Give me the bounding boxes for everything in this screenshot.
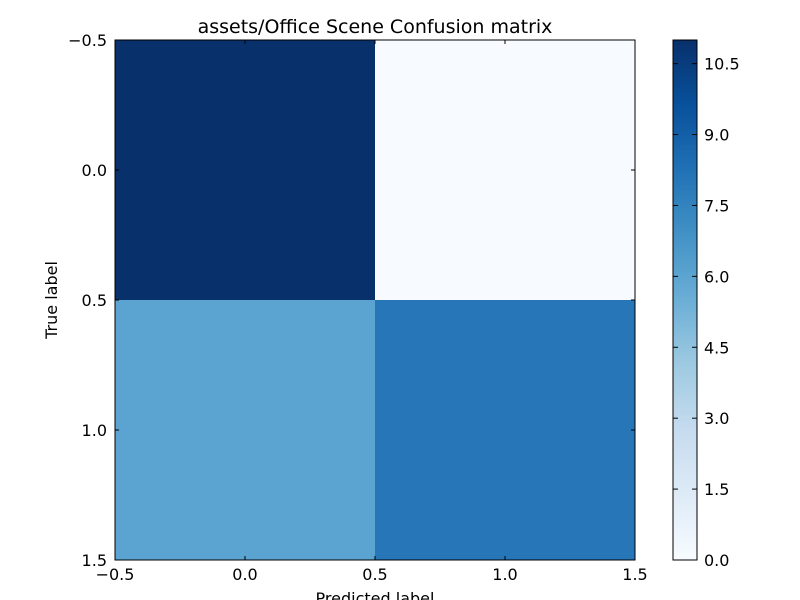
heatmap-cell-0-0	[115, 40, 375, 300]
colorbar-tick-label: 6.0	[704, 267, 729, 286]
colorbar-tick-label: 4.5	[704, 338, 729, 357]
axis-ticks: −0.5 0.0 0.5 1.0 1.5−0.50.00.51.01.5	[68, 31, 648, 584]
colorbar-tick-label: 9.0	[704, 126, 729, 145]
x-axis-label: Predicted label	[316, 589, 435, 600]
x-tick-label: 1.5	[622, 565, 647, 584]
y-tick-label: 0.0	[82, 161, 107, 180]
colorbar-tick-label: 7.5	[704, 196, 729, 215]
heatmap-cells	[115, 40, 635, 560]
colorbar-ticks: 0.0 1.5 3.0 4.5 6.0 7.5 9.0 10.5	[673, 55, 740, 570]
y-tick-label: 1.5	[82, 551, 107, 570]
x-tick-label: 1.0	[492, 565, 517, 584]
heatmap-cell-1-0	[115, 300, 375, 560]
colorbar-tick-label: 10.5	[704, 55, 740, 74]
heatmap-cell-1-1	[375, 300, 635, 560]
heatmap-cell-0-1	[375, 40, 635, 300]
x-tick-label: 0.5	[362, 565, 387, 584]
chart-title: assets/Office Scene Confusion matrix	[198, 16, 553, 38]
y-tick-label: 1.0	[82, 421, 107, 440]
x-tick-label: −0.5	[96, 565, 135, 584]
y-tick-label: 0.5	[82, 291, 107, 310]
colorbar	[672, 39, 698, 561]
colorbar-tick-label: 3.0	[704, 409, 729, 428]
x-tick-label: 0.0	[232, 565, 257, 584]
colorbar-tick-label: 1.5	[704, 480, 729, 499]
y-tick-label: −0.5	[68, 31, 107, 50]
colorbar-tick-label: 0.0	[704, 551, 729, 570]
y-axis-label: True label	[42, 261, 61, 340]
